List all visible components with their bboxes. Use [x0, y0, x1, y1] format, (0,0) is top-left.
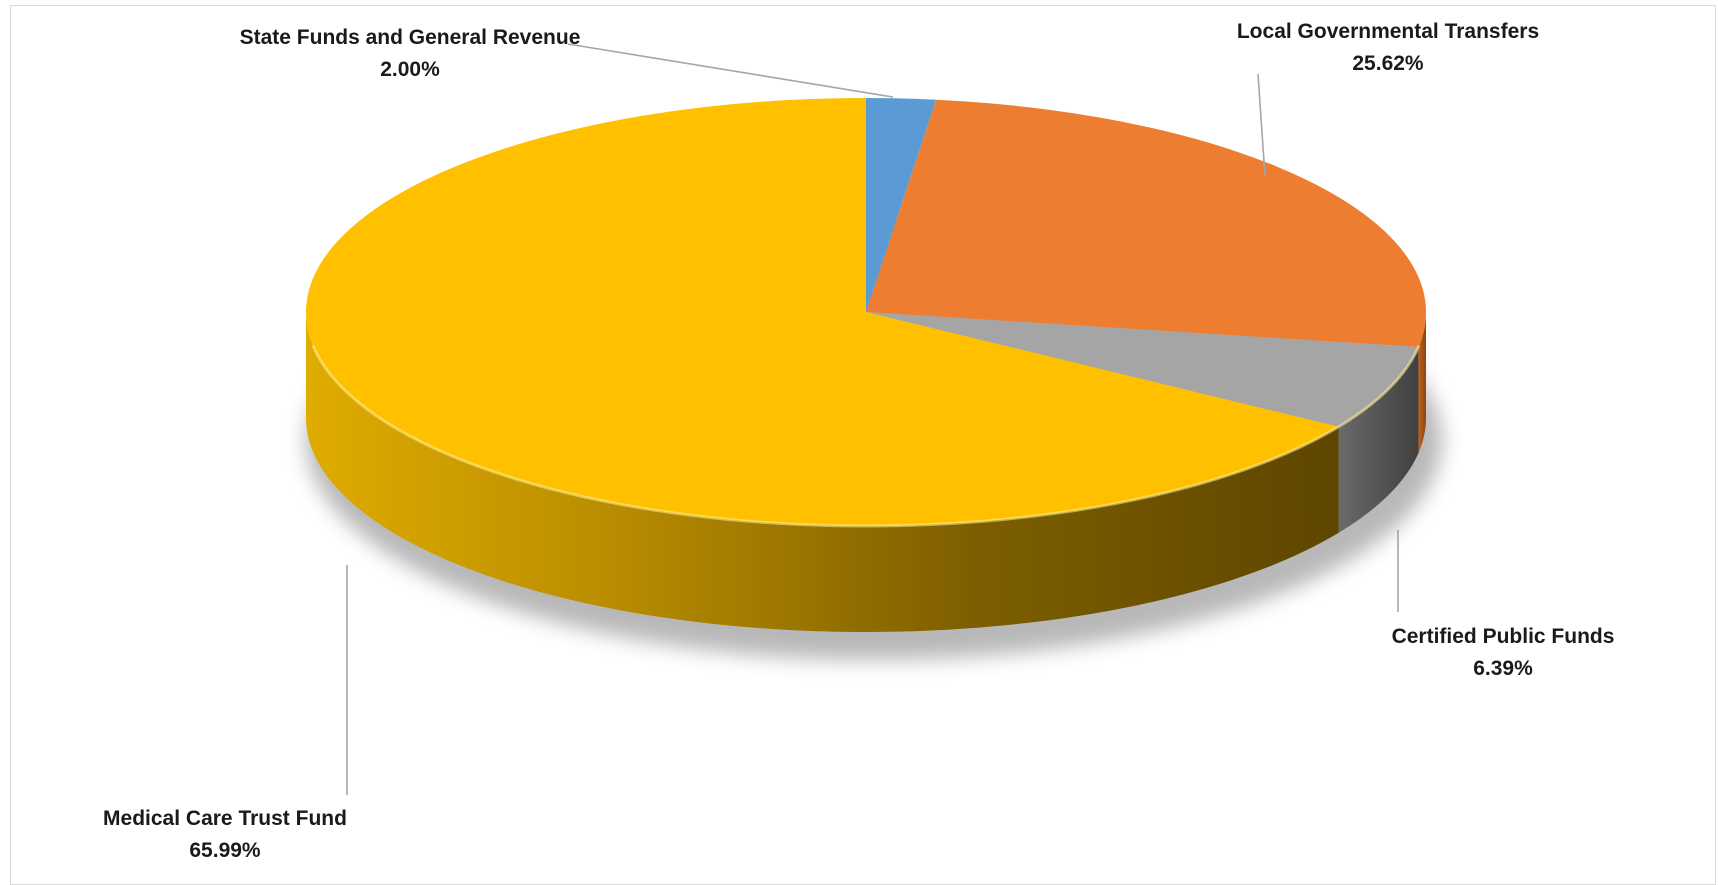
pie-slice-state-funds-and-general-revenue [866, 98, 937, 312]
leader-line-state-funds-and-general-revenue [567, 43, 894, 98]
data-label-name-certified-public-funds: Certified Public Funds [1392, 625, 1615, 648]
pie-sides [306, 312, 1426, 632]
leader-lines [346, 43, 1399, 795]
leader-line-local-governmental-transfers [1257, 73, 1266, 177]
data-label-value-local-governmental-transfers: 25.62% [1352, 52, 1424, 75]
pie-side-medical-care-trust-fund [306, 312, 1339, 632]
pie-side-certified-public-funds [1338, 347, 1419, 533]
data-labels: State Funds and General Revenue 2.00% Loca… [103, 20, 1614, 862]
pie-side-local-governmental-transfers [1418, 312, 1426, 454]
pie-rim-highlight [311, 344, 1421, 528]
data-label-value-medical-care-trust-fund: 65.99% [189, 839, 261, 862]
pie-slice-medical-care-trust-fund [306, 98, 1339, 526]
pie-slice-local-governmental-transfers [866, 99, 1426, 348]
data-label-value-certified-public-funds: 6.39% [1473, 657, 1533, 680]
data-label-value-state-funds-and-general-revenue: 2.00% [380, 58, 440, 81]
data-label-name-state-funds-and-general-revenue: State Funds and General Revenue [240, 26, 581, 49]
data-label-name-medical-care-trust-fund: Medical Care Trust Fund [103, 807, 347, 830]
data-label-name-local-governmental-transfers: Local Governmental Transfers [1237, 20, 1539, 43]
pie-slice-certified-public-funds [866, 312, 1419, 427]
pie-tops [306, 98, 1426, 528]
